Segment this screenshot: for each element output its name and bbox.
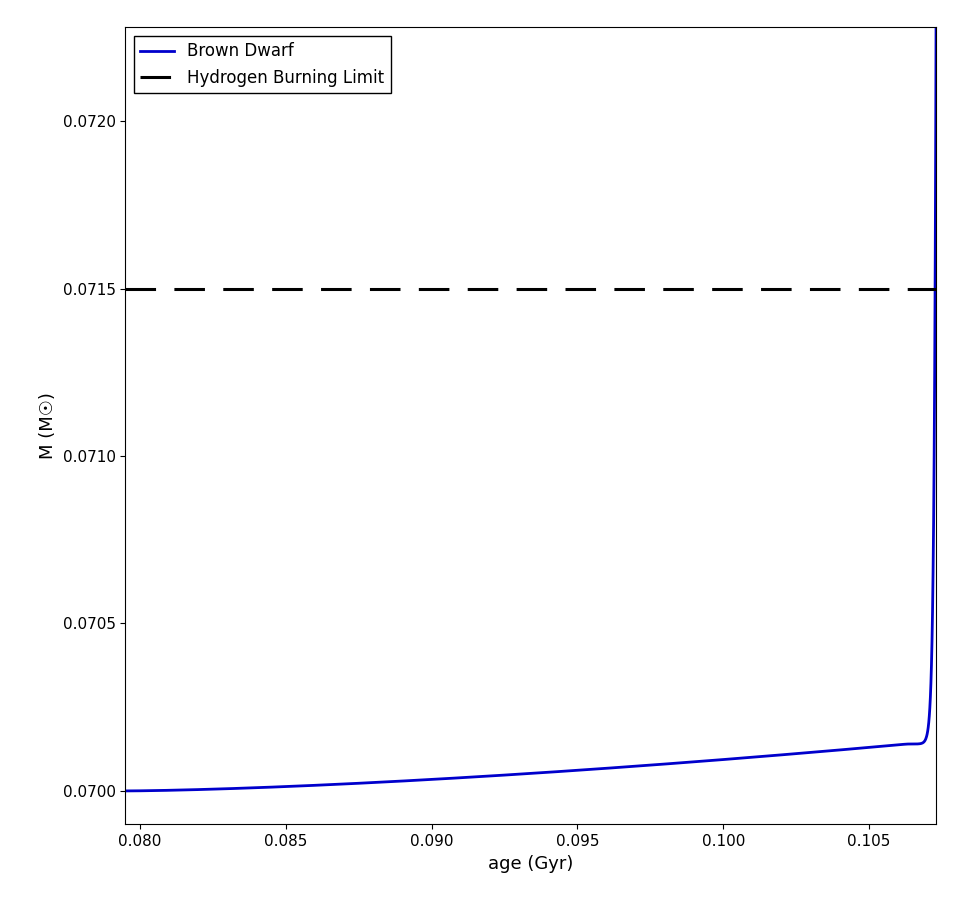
Brown Dwarf xyxy=(827,745,839,756)
X-axis label: age (Gyr): age (Gyr) xyxy=(488,855,573,873)
Brown Dwarf xyxy=(914,738,925,749)
Brown Dwarf xyxy=(930,22,942,33)
Brown Dwarf xyxy=(212,783,224,794)
Brown Dwarf xyxy=(466,771,478,782)
Y-axis label: M (M☉): M (M☉) xyxy=(40,392,57,460)
Legend: Brown Dwarf, Hydrogen Burning Limit: Brown Dwarf, Hydrogen Burning Limit xyxy=(134,36,391,93)
Brown Dwarf xyxy=(120,785,131,796)
Brown Dwarf xyxy=(430,774,442,785)
Line: Brown Dwarf: Brown Dwarf xyxy=(125,27,936,791)
Brown Dwarf xyxy=(261,782,272,793)
